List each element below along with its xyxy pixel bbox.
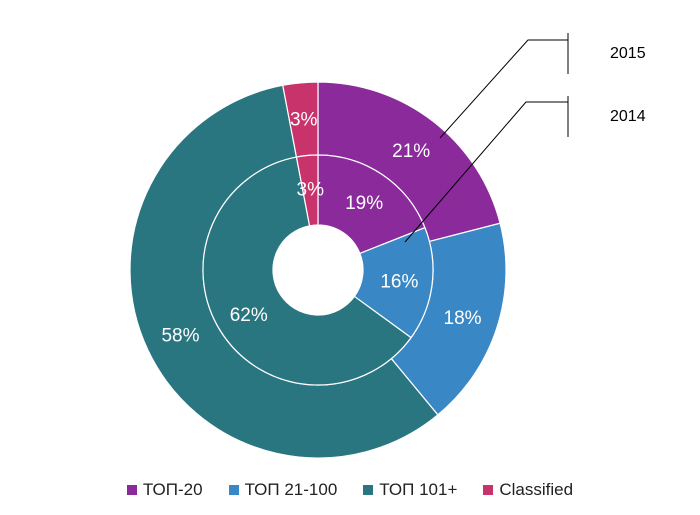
- legend-label-top20: ТОП-20: [142, 480, 203, 499]
- legend-item-top101: ТОП 101+: [363, 478, 457, 502]
- outer-ring-2015: [129, 81, 507, 459]
- chart-legend: ТОП-20 ТОП 21-100 ТОП 101+ Classified: [0, 478, 700, 502]
- legend-swatch-top21-100: [228, 485, 239, 495]
- callout-line-2015: [439, 39, 568, 139]
- inner-ring-2014: [202, 154, 434, 386]
- slice-label-2014-top20: 19%: [345, 193, 383, 214]
- slice-label-2015-top20: 21%: [392, 141, 430, 162]
- legend-item-top20: ТОП-20: [126, 478, 203, 502]
- legend-swatch-top101: [363, 485, 374, 495]
- slice-label-2015-top101: 58%: [161, 326, 199, 347]
- slice-2014-top20: [317, 154, 426, 255]
- slice-label-2014-classified: 3%: [297, 179, 325, 200]
- slice-label-2014-top21-100: 16%: [380, 271, 418, 292]
- slice-2014-classified: [295, 154, 319, 227]
- slice-label-2015-top21-100: 18%: [444, 308, 482, 329]
- legend-label-classified: Classified: [499, 480, 574, 499]
- callout-label-2014: 2014: [610, 108, 646, 125]
- legend-swatch-classified: [483, 485, 494, 495]
- slice-label-2015-classified: 3%: [290, 110, 318, 131]
- legend-swatch-top20: [126, 485, 137, 495]
- slice-label-2014-top101: 62%: [230, 305, 268, 326]
- legend-item-top21-100: ТОП 21-100: [228, 478, 338, 502]
- callout-line-2014: [404, 101, 568, 243]
- legend-label-top101: ТОП 101+: [379, 480, 458, 499]
- series-callouts: 2015 2014: [404, 33, 646, 243]
- slice-labels: 21% 18% 58% 3% 19% 16% 62% 3%: [161, 110, 481, 347]
- legend-label-top21-100: ТОП 21-100: [244, 480, 338, 499]
- slice-2014-top101: [202, 156, 412, 386]
- callout-label-2015: 2015: [610, 45, 646, 62]
- legend-item-classified: Classified: [483, 478, 573, 502]
